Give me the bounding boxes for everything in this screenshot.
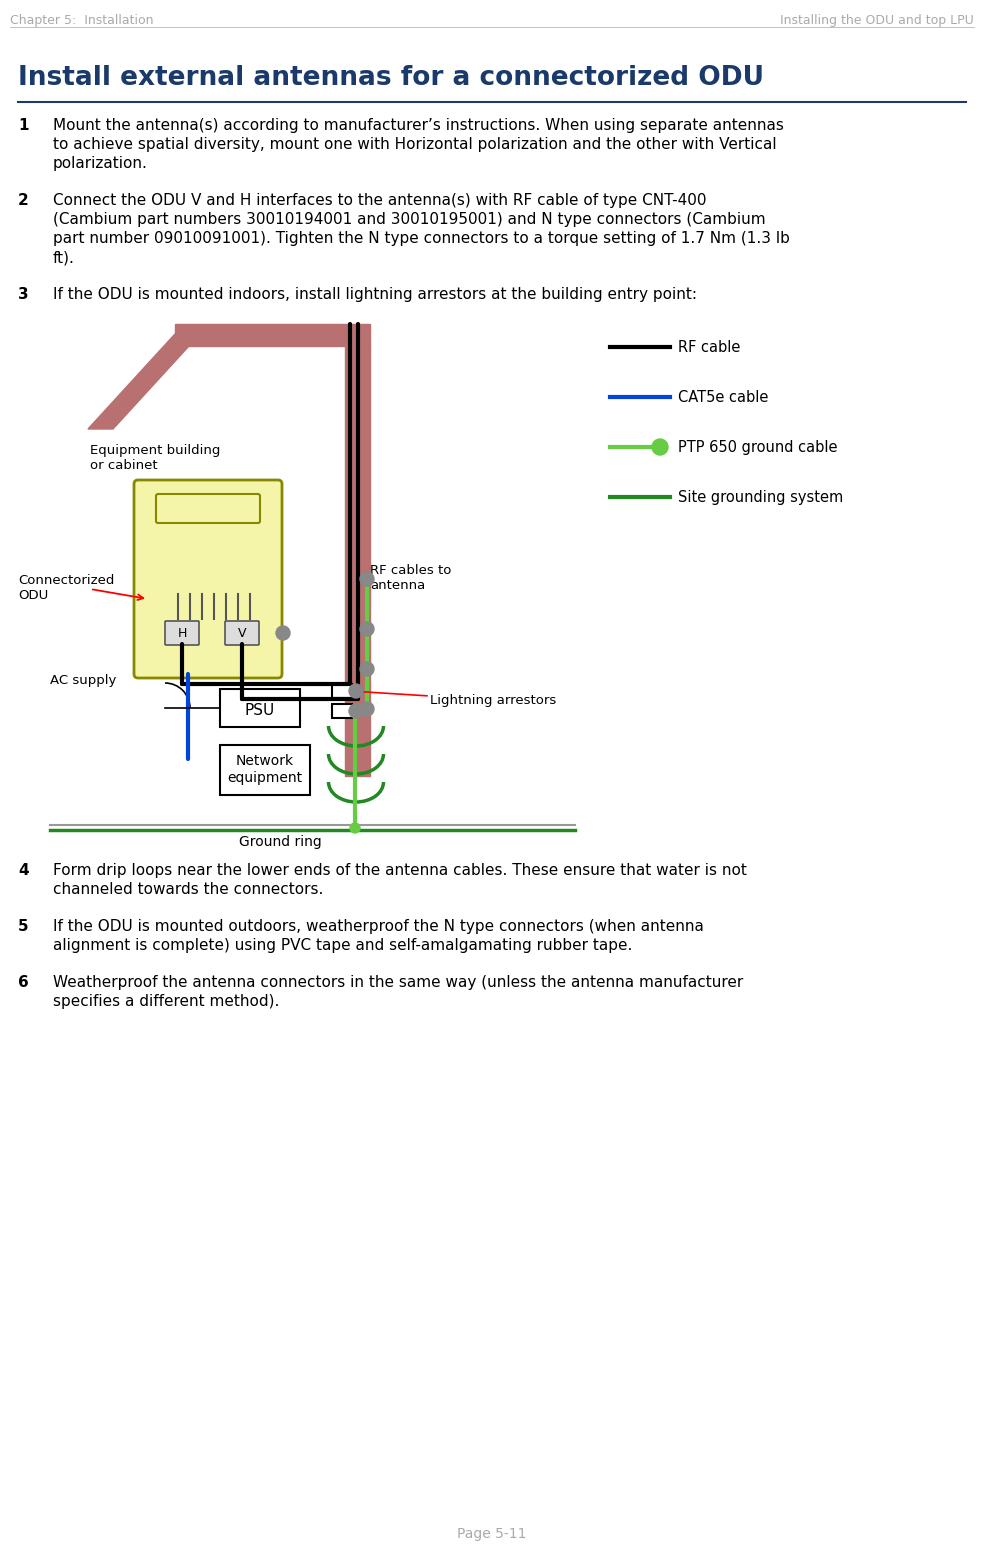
Text: PTP 650 ground cable: PTP 650 ground cable — [678, 440, 837, 454]
Text: V: V — [238, 627, 246, 640]
Text: Site grounding system: Site grounding system — [678, 490, 843, 506]
Text: channeled towards the connectors.: channeled towards the connectors. — [53, 882, 324, 896]
Text: Ground ring: Ground ring — [239, 836, 322, 850]
Text: Connect the ODU V and H interfaces to the antenna(s) with RF cable of type CNT-4: Connect the ODU V and H interfaces to th… — [53, 193, 707, 209]
Circle shape — [349, 685, 363, 699]
Text: Installing the ODU and top LPU: Installing the ODU and top LPU — [780, 14, 974, 26]
Bar — [332, 685, 352, 699]
Text: Weatherproof the antenna connectors in the same way (unless the antenna manufact: Weatherproof the antenna connectors in t… — [53, 976, 743, 990]
Text: Install external antennas for a connectorized ODU: Install external antennas for a connecto… — [18, 65, 764, 90]
Polygon shape — [88, 335, 200, 429]
Text: RF cables to: RF cables to — [370, 563, 452, 577]
Bar — [345, 345, 370, 776]
Circle shape — [360, 622, 374, 636]
Bar — [175, 324, 370, 345]
Circle shape — [360, 702, 374, 716]
Text: AC supply: AC supply — [50, 674, 116, 688]
Circle shape — [276, 626, 290, 640]
Text: Connectorized: Connectorized — [18, 574, 114, 587]
Text: Network: Network — [236, 755, 294, 769]
Circle shape — [360, 573, 374, 587]
Text: 5: 5 — [18, 920, 29, 934]
FancyBboxPatch shape — [225, 621, 259, 646]
Bar — [332, 703, 352, 717]
Text: PSU: PSU — [245, 702, 276, 717]
Text: Form drip loops near the lower ends of the antenna cables. These ensure that wat: Form drip loops near the lower ends of t… — [53, 864, 747, 878]
Text: Equipment building: Equipment building — [90, 443, 220, 457]
Text: Chapter 5:  Installation: Chapter 5: Installation — [10, 14, 154, 26]
Circle shape — [349, 703, 363, 717]
Text: CAT5e cable: CAT5e cable — [678, 391, 769, 405]
Text: If the ODU is mounted outdoors, weatherproof the N type connectors (when antenna: If the ODU is mounted outdoors, weatherp… — [53, 920, 704, 934]
Text: or cabinet: or cabinet — [90, 459, 157, 471]
Text: ODU: ODU — [18, 590, 48, 602]
Text: ft).: ft). — [53, 251, 75, 265]
FancyBboxPatch shape — [156, 493, 260, 523]
Text: polarization.: polarization. — [53, 156, 148, 171]
Text: alignment is complete) using PVC tape and self-amalgamating rubber tape.: alignment is complete) using PVC tape an… — [53, 938, 633, 952]
FancyBboxPatch shape — [165, 621, 199, 646]
Text: to achieve spatial diversity, mount one with Horizontal polarization and the oth: to achieve spatial diversity, mount one … — [53, 137, 776, 152]
Bar — [220, 689, 300, 727]
Text: Lightning arrestors: Lightning arrestors — [430, 694, 556, 706]
Text: 3: 3 — [18, 286, 29, 302]
Circle shape — [652, 439, 668, 454]
Text: 4: 4 — [18, 864, 29, 878]
Text: Page 5-11: Page 5-11 — [458, 1526, 526, 1540]
Circle shape — [360, 661, 374, 675]
Text: Mount the antenna(s) according to manufacturer’s instructions. When using separa: Mount the antenna(s) according to manufa… — [53, 118, 784, 132]
Text: 2: 2 — [18, 193, 29, 209]
Text: part number 09010091001). Tighten the N type connectors to a torque setting of 1: part number 09010091001). Tighten the N … — [53, 230, 790, 246]
Text: equipment: equipment — [227, 772, 302, 784]
Bar — [220, 745, 310, 795]
Text: (Cambium part numbers 30010194001 and 30010195001) and N type connectors (Cambiu: (Cambium part numbers 30010194001 and 30… — [53, 212, 766, 227]
Circle shape — [350, 823, 360, 832]
Text: RF cable: RF cable — [678, 341, 740, 355]
Text: specifies a different method).: specifies a different method). — [53, 994, 279, 1008]
Text: 1: 1 — [18, 118, 29, 132]
FancyBboxPatch shape — [134, 479, 282, 678]
Text: 6: 6 — [18, 976, 29, 990]
Text: If the ODU is mounted indoors, install lightning arrestors at the building entry: If the ODU is mounted indoors, install l… — [53, 286, 697, 302]
Text: antenna: antenna — [370, 579, 425, 591]
Text: H: H — [177, 627, 187, 640]
